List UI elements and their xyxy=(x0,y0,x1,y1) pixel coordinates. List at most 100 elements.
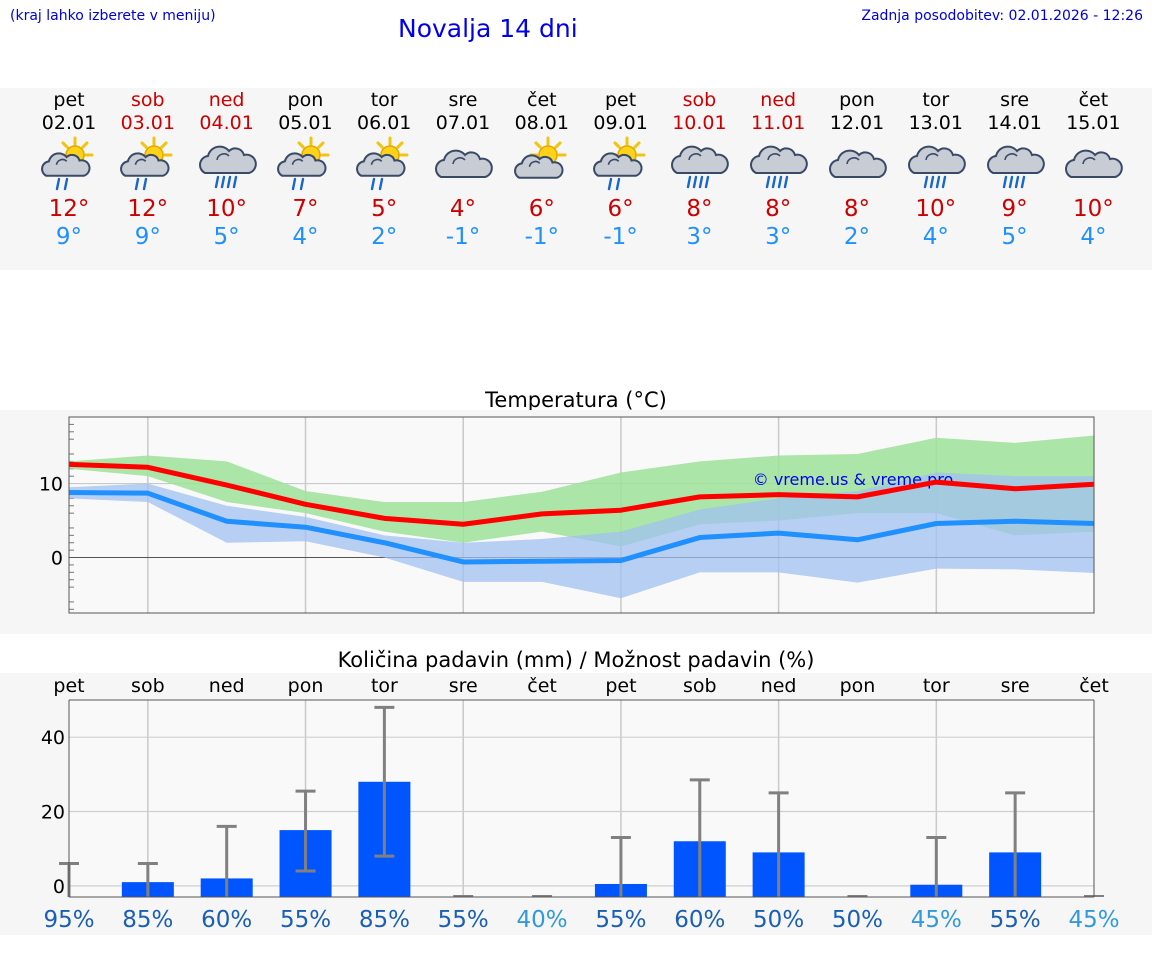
y-tick-label: 0 xyxy=(51,548,63,570)
precip-probability: 45% xyxy=(911,907,962,933)
temp-max: 9° xyxy=(1001,196,1028,222)
day-name: tor xyxy=(922,89,950,111)
precip-probability: 60% xyxy=(201,907,252,933)
day-column: sre 14.01 9° 5° xyxy=(975,88,1055,251)
day-column: pon 12.01 8° 2° xyxy=(817,88,897,251)
day-label: sob xyxy=(683,675,717,697)
day-name: ned xyxy=(760,89,797,111)
temp-min: 4° xyxy=(292,224,319,250)
max-range-band xyxy=(69,435,1094,547)
day-date: 03.01 xyxy=(120,112,175,134)
cloud-rain-icon xyxy=(975,135,1055,195)
temp-min: 5° xyxy=(213,224,240,250)
temp-min: 3° xyxy=(686,224,713,250)
precip-probability: 40% xyxy=(517,907,568,933)
day-column: sob 03.01 12° 9° xyxy=(108,88,188,251)
day-label: ned xyxy=(209,675,245,697)
precip-probability: 85% xyxy=(122,907,173,933)
temp-min: 3° xyxy=(765,224,792,250)
day-name: čet xyxy=(527,89,557,111)
daily-forecast-strip: pet 02.01 12° 9° sob 03.01 12° 9° ned 04.01 10° 5° p… xyxy=(0,88,1152,270)
precipitation-chart-title: Količina padavin (mm) / Možnost padavin … xyxy=(337,648,815,672)
temp-min: 4° xyxy=(1080,224,1107,250)
day-column: pet 02.01 12° 9° xyxy=(29,88,109,251)
temp-max: 12° xyxy=(127,196,169,222)
temp-max: 4° xyxy=(449,196,477,222)
last-updated: Zadnja posodobitev: 02.01.2026 - 12:26 xyxy=(861,8,1143,24)
day-name: tor xyxy=(370,89,398,111)
day-date: 15.01 xyxy=(1066,112,1121,134)
cloud-icon xyxy=(817,135,897,195)
plot-frame xyxy=(68,416,1095,614)
cloud-icon xyxy=(1053,135,1133,195)
day-name: pet xyxy=(53,89,85,111)
precip-probability: 85% xyxy=(359,907,410,933)
day-date: 12.01 xyxy=(829,112,885,134)
temp-max: 5° xyxy=(371,196,398,222)
precip-probability: 55% xyxy=(280,907,331,933)
day-date: 05.01 xyxy=(278,112,333,134)
temp-max: 10° xyxy=(206,196,247,222)
temp-min: 9° xyxy=(134,224,161,250)
cloud-rain-icon xyxy=(659,135,739,195)
day-label: pet xyxy=(605,675,636,697)
temp-max: 8° xyxy=(843,196,871,222)
day-date: 13.01 xyxy=(908,112,963,134)
day-column: tor 13.01 10° 4° xyxy=(896,88,976,251)
day-column: ned 11.01 8° 3° xyxy=(738,88,818,251)
sun-cloud-icon xyxy=(502,135,582,195)
day-label: čet xyxy=(1079,675,1109,697)
temp-min: 2° xyxy=(371,224,398,250)
sun-cloud-rain-icon xyxy=(265,135,345,195)
y-tick-label: 40 xyxy=(41,727,65,749)
day-date: 14.01 xyxy=(987,112,1042,134)
day-name: pon xyxy=(287,89,324,111)
y-tick-label: 10 xyxy=(39,474,63,496)
day-date: 07.01 xyxy=(435,112,491,134)
day-name: sre xyxy=(1000,89,1030,111)
temp-max: 7° xyxy=(292,196,319,222)
day-label: pon xyxy=(840,675,876,697)
day-column: ned 04.01 10° 5° xyxy=(187,88,267,251)
sun-cloud-rain-icon xyxy=(344,135,424,195)
min-range-band xyxy=(69,472,1094,599)
cloud-rain-icon xyxy=(187,135,267,195)
cloud-icon xyxy=(423,135,503,195)
day-name: čet xyxy=(1078,89,1109,111)
plot-area xyxy=(69,700,1094,897)
day-label: sre xyxy=(449,675,478,697)
day-column: sob 10.01 8° 3° xyxy=(659,88,739,251)
day-name: sre xyxy=(448,89,478,111)
day-name: sob xyxy=(682,89,717,111)
day-column: čet 15.01 10° 4° xyxy=(1053,88,1133,251)
precip-probability: 55% xyxy=(990,907,1041,933)
temperature-chart: 0 10 © vreme.us & vreme.pro xyxy=(39,416,1095,614)
sun-cloud-rain-icon xyxy=(29,135,109,195)
precip-probability: 50% xyxy=(753,907,804,933)
day-name: sob xyxy=(131,89,165,111)
day-name: pet xyxy=(604,89,637,111)
precip-probability: 45% xyxy=(1068,907,1119,933)
precipitation-chart: pet sob ned pon tor sre čet pet sob ned pon tor sre č… xyxy=(41,675,1120,933)
temp-max: 10° xyxy=(1073,196,1114,222)
temp-min: -1° xyxy=(603,224,638,250)
temp-min: -1° xyxy=(445,224,481,250)
cloud-rain-icon xyxy=(896,135,976,195)
page-title: Novalja 14 dni xyxy=(398,14,578,43)
temp-max: 12° xyxy=(48,196,90,222)
precip-probability: 55% xyxy=(438,907,489,933)
day-name: ned xyxy=(208,89,245,111)
day-date: 04.01 xyxy=(199,112,254,134)
temp-max: 6° xyxy=(528,196,555,222)
precip-probability: 60% xyxy=(674,907,725,933)
day-name: pon xyxy=(839,89,875,111)
sun-cloud-rain-icon xyxy=(581,135,661,195)
temp-max: 8° xyxy=(686,196,713,222)
day-date: 02.01 xyxy=(41,112,97,134)
y-tick-label: 0 xyxy=(53,876,65,898)
temp-min: 2° xyxy=(843,224,871,250)
sun-cloud-rain-icon xyxy=(108,135,188,195)
y-tick-label: 20 xyxy=(41,802,65,824)
day-date: 08.01 xyxy=(514,112,569,134)
spacer-panel xyxy=(0,270,1152,365)
